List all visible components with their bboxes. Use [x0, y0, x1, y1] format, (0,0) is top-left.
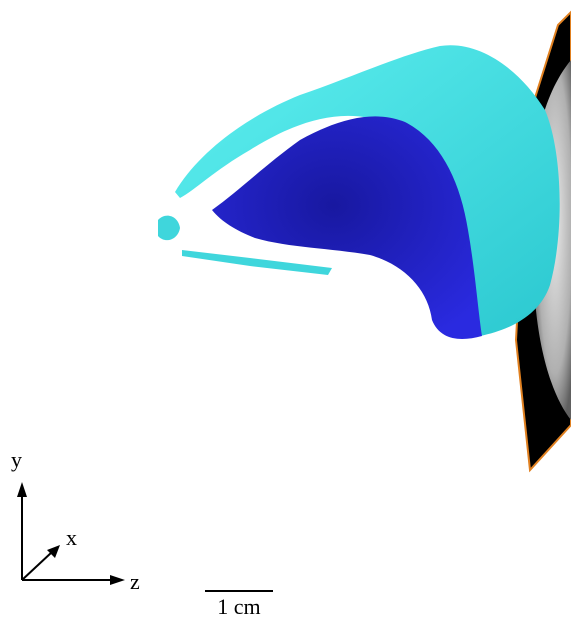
scale-bar-label: 1 cm	[217, 594, 260, 619]
page: y x z 1 cm (() => { const data = JSON.pa…	[0, 0, 571, 622]
x-arrow	[22, 552, 52, 580]
y-arrowhead	[17, 482, 27, 497]
render	[158, 12, 571, 470]
cyan-fragment	[158, 216, 180, 241]
figure: y x z 1 cm	[0, 0, 571, 622]
cyan-fragment	[182, 250, 332, 275]
z-axis-label: z	[130, 569, 140, 594]
x-axis-label: x	[66, 525, 77, 550]
z-arrowhead	[110, 575, 125, 585]
y-axis-label: y	[11, 447, 22, 472]
